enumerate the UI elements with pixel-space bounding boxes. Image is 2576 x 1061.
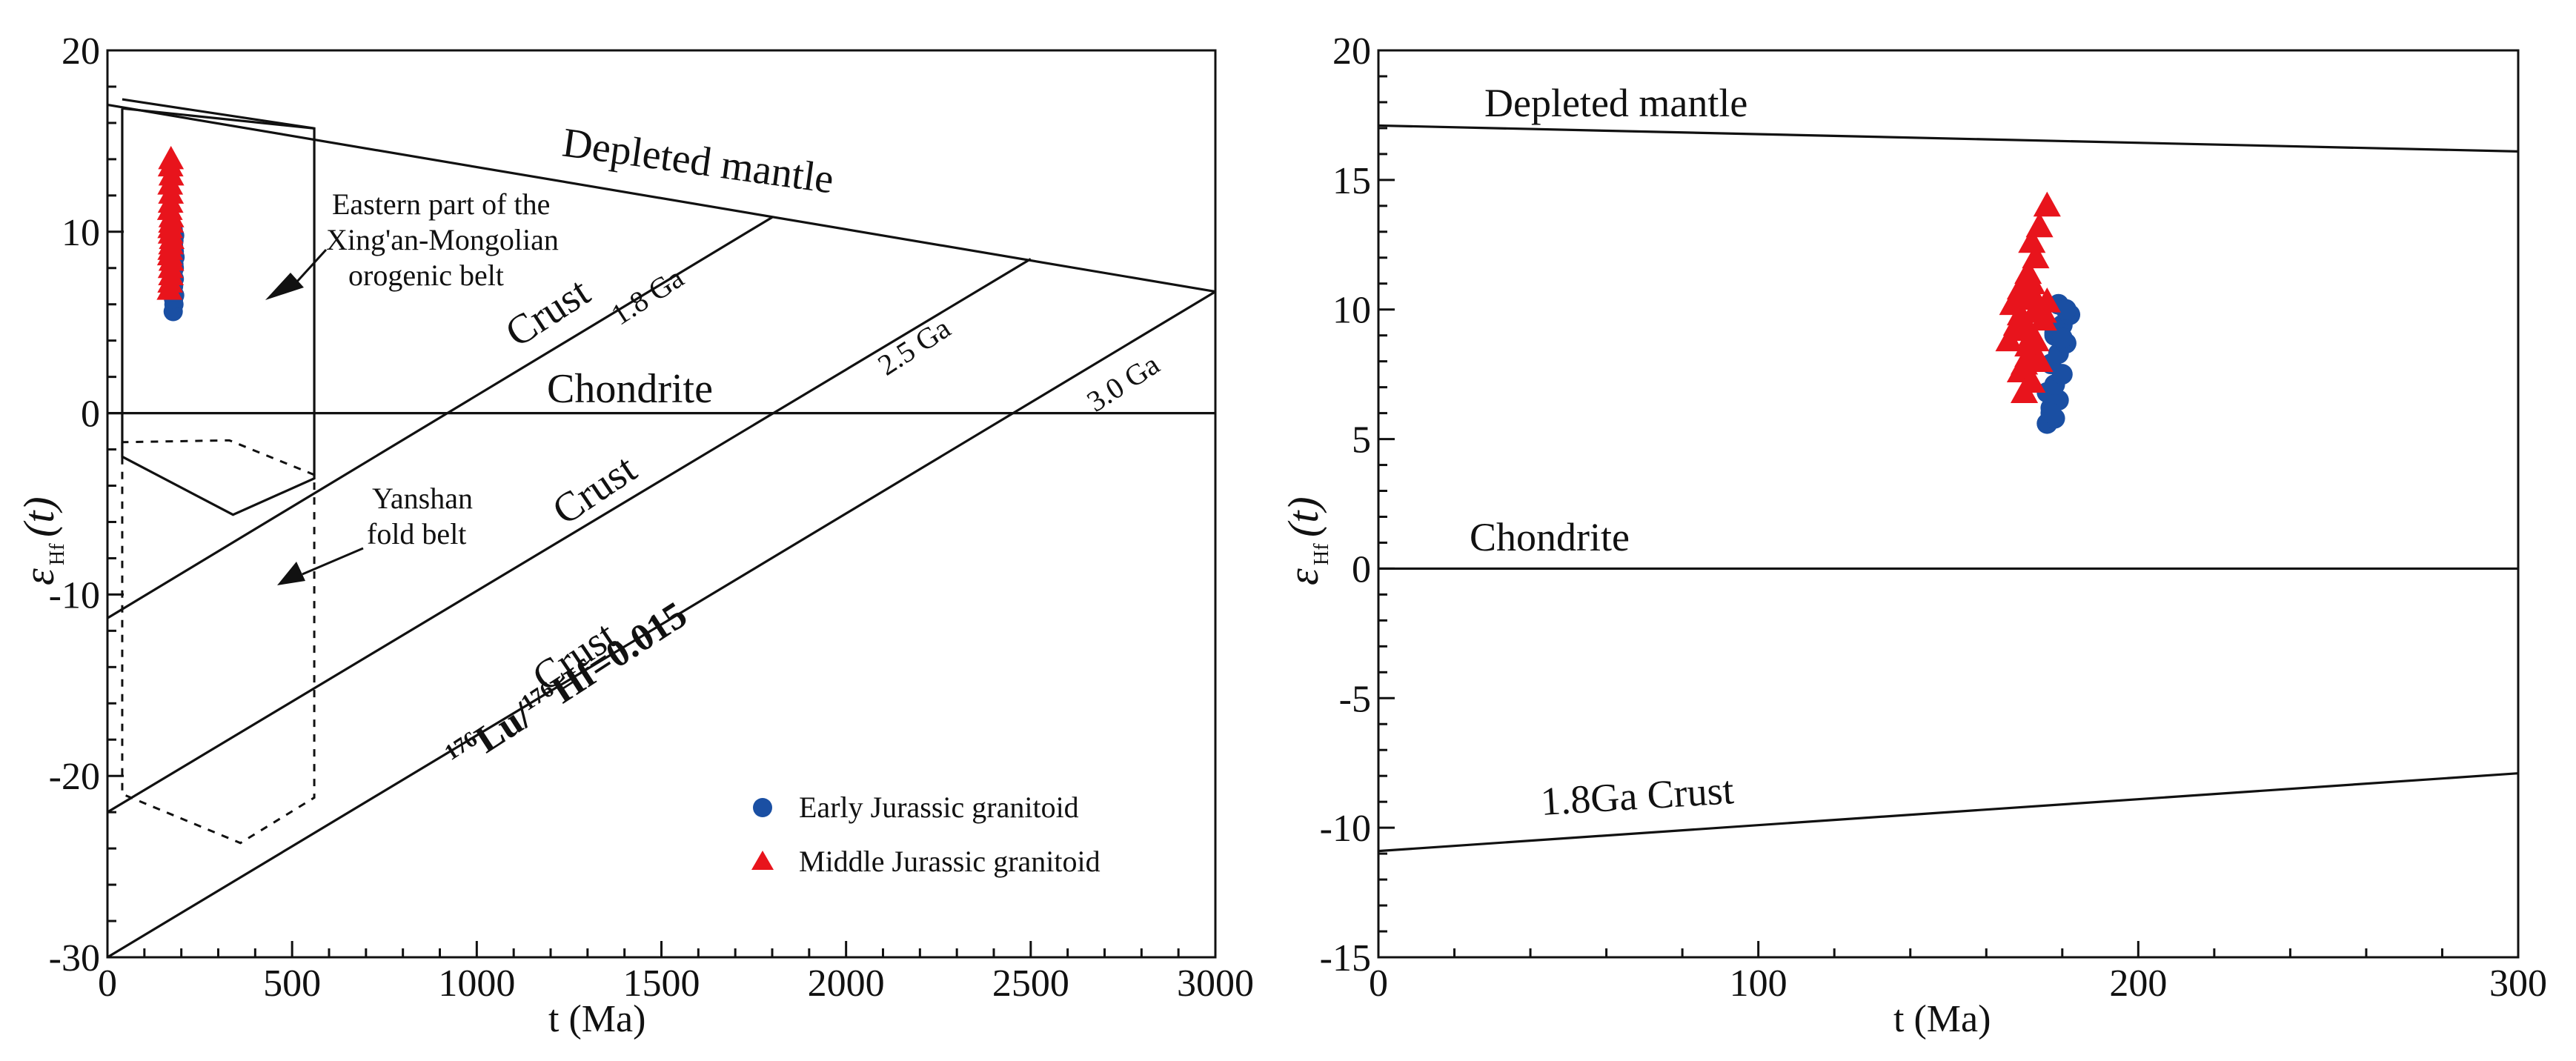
l-line-1-8-ga-crust (107, 216, 773, 619)
early-jurassic-point (2040, 402, 2062, 424)
left-reference-lines (107, 103, 1216, 959)
l-y-tick-label: -10 (49, 574, 100, 616)
middle-jurassic-point (2010, 378, 2039, 404)
middle-jurassic-point (2025, 212, 2054, 238)
r-y-tick-label: -5 (1339, 678, 1371, 720)
left-y-epsilon: ε (15, 568, 63, 585)
middle-jurassic-point (2006, 274, 2034, 300)
right-plot-frame (1377, 49, 2520, 959)
r-x-tick-label: 300 (2489, 962, 2547, 1005)
left-age-label-25: 2.5 Ga (872, 311, 956, 382)
middle-jurassic-point (2022, 243, 2050, 269)
right-crust-label: 1.8Ga Crust (1539, 768, 1735, 824)
right-y-axis-label: ε Hf (t) (1279, 496, 1333, 585)
yanshan-label-line1: Yanshan (372, 482, 473, 515)
l-y-tick-label: 0 (81, 393, 100, 436)
right-y-ticks: -15 -10 -5 0 5 10 15 20 (1320, 30, 1395, 979)
legend-middle-label: Middle Jurassic granitoid (799, 845, 1101, 878)
r-y-tick-label: 0 (1352, 548, 1371, 591)
left-age-label-18: 1.8 Ga (605, 261, 689, 332)
l-y-tick-label: -30 (49, 937, 100, 979)
legend-early-marker (753, 798, 772, 817)
r-y-tick-label: 20 (1332, 30, 1371, 73)
r-y-tick-label: 5 (1352, 419, 1371, 462)
l-x-tick-label: 1000 (438, 962, 515, 1005)
early-jurassic-point (2055, 299, 2077, 320)
r-y-tick-label: 15 (1332, 160, 1371, 202)
middle-jurassic-point (2033, 191, 2061, 217)
l-y-tick-label: 10 (62, 212, 100, 254)
yanshan-label-line2: fold belt (367, 517, 466, 551)
middle-jurassic-point (2002, 310, 2031, 336)
right-chondrite-label: Chondrite (1470, 515, 1630, 559)
l-x-tick-label: 2500 (992, 962, 1069, 1005)
yanshan-arrow-icon (277, 547, 364, 585)
r-x-tick-label: 200 (2109, 962, 2167, 1005)
xing-label-line2: Xing'an-Mongolian (326, 223, 559, 256)
r-y-tick-label: -10 (1320, 808, 1371, 850)
right-data-points (1995, 191, 2081, 434)
legend-middle-marker (751, 851, 774, 870)
left-depleted-mantle-label: Depleted mantle (560, 119, 837, 202)
early-jurassic-point (2051, 327, 2073, 349)
left-age-label-30: 3.0 Ga (1080, 347, 1165, 419)
right-depleted-mantle-label: Depleted mantle (1484, 81, 1747, 125)
l-x-tick-label: 3000 (1177, 962, 1254, 1005)
left-crust-label-18: Crust (497, 269, 598, 356)
region-yanshan (121, 439, 316, 845)
left-y-axis-label: ε Hf (t) (15, 496, 69, 585)
right-x-axis-label: t (Ma) (1893, 998, 1991, 1040)
l-y-tick-label: -20 (49, 756, 100, 798)
left-y-sub: Hf (46, 543, 69, 565)
l-x-tick-label: 500 (263, 962, 321, 1005)
middle-jurassic-point (2018, 227, 2046, 253)
right-x-ticks: 0 100 200 300 (1369, 941, 2547, 1005)
left-y-tail: (t) (15, 496, 63, 537)
right-y-tail: (t) (1279, 496, 1327, 537)
right-y-sub: Hf (1310, 543, 1333, 565)
l-y-tick-label: 20 (62, 30, 100, 73)
l-x-tick-label: 1500 (623, 962, 700, 1005)
r-y-tick-label: 10 (1332, 290, 1371, 332)
xing-label-line3: orogenic belt (348, 259, 504, 292)
right-reference-lines (1378, 124, 2519, 853)
l-line-2-5-ga-crust (107, 258, 1032, 814)
l-x-tick-label: 2000 (808, 962, 885, 1005)
xing-arrow-icon (265, 248, 328, 300)
l-line-3-0-ga-crust (107, 290, 1216, 959)
middle-jurassic-point (2029, 298, 2057, 323)
r-x-tick-label: 0 (1369, 962, 1388, 1005)
xing-label-line1: Eastern part of the (332, 187, 550, 221)
left-x-axis-label: t (Ma) (548, 998, 645, 1040)
left-lu-hf-label: 176Lu/176Hf=0.015 (439, 593, 694, 779)
left-y-ticks: -30 -20 -10 0 10 20 (49, 30, 124, 979)
l-x-tick-label: 0 (98, 962, 117, 1005)
left-regions (121, 98, 316, 845)
legend-early-label: Early Jurassic granitoid (799, 791, 1079, 824)
right-y-epsilon: ε (1279, 568, 1327, 585)
l-line-depleted-mantle (107, 103, 1216, 293)
region-top-edge (122, 98, 315, 130)
middle-jurassic-point (158, 145, 185, 170)
left-legend: Early Jurassic granitoid Middle Jurassic… (751, 791, 1101, 878)
r-y-tick-label: -15 (1320, 937, 1371, 979)
left-x-ticks: 0 500 1000 1500 2000 2500 3000 (98, 941, 1254, 1005)
left-data-points (156, 145, 185, 322)
middle-jurassic-point (2022, 326, 2050, 352)
middle-jurassic-point (2010, 349, 2039, 375)
r-line-1-8ga-crust (1378, 772, 2519, 853)
left-chondrite-label: Chondrite (547, 366, 713, 412)
region-xingan-mongolian (121, 107, 316, 516)
r-line-depleted-mantle (1378, 124, 2519, 153)
left-chart: 0 500 1000 1500 2000 2500 3000 -30-20-1001020 … (15, 30, 1254, 1040)
right-chart: 0 100 200 300 -15 -10 -5 0 5 10 15 20 Depleted man… (1279, 30, 2547, 1040)
r-x-tick-label: 100 (1730, 962, 1787, 1005)
